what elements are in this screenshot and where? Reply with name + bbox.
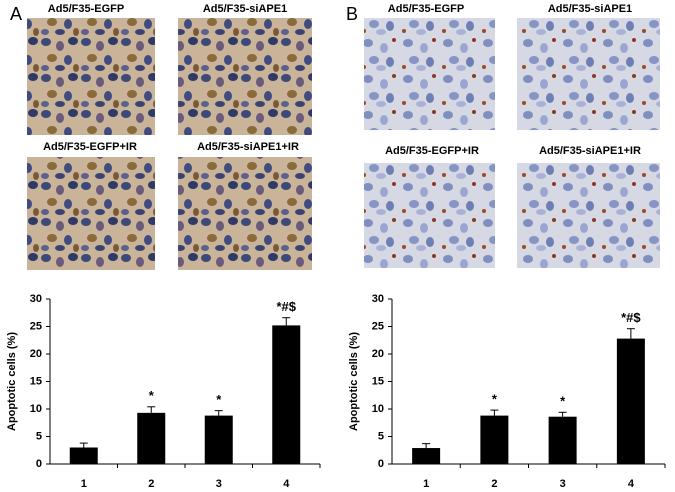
caption: Ad5/F35-EGFP+IR xyxy=(43,141,137,153)
bar xyxy=(272,325,301,464)
panel-label: A xyxy=(10,4,22,24)
x-tick-label: 4 xyxy=(628,478,635,490)
y-tick-label: 15 xyxy=(372,375,384,387)
y-axis-label: Apoptotic cells (%) xyxy=(6,332,18,431)
micrograph xyxy=(178,157,312,270)
caption: Ad5/F35-siAPE1+IR xyxy=(539,145,641,157)
caption: Ad5/F35-siAPE1 xyxy=(548,3,632,15)
y-tick-label: 5 xyxy=(36,430,42,442)
bar xyxy=(69,447,98,464)
x-tick-label: 2 xyxy=(148,478,154,490)
annotation: * xyxy=(149,388,155,403)
annotation: * xyxy=(216,392,222,407)
bar xyxy=(480,415,509,464)
micrograph xyxy=(517,163,660,268)
x-tick-label: 4 xyxy=(283,478,290,490)
caption: Ad5/F35-EGFP+IR xyxy=(385,145,479,157)
y-tick-label: 0 xyxy=(36,458,42,470)
y-axis-label: Apoptotic cells (%) xyxy=(348,332,360,431)
y-tick-label: 20 xyxy=(30,348,42,360)
bar xyxy=(137,412,166,464)
micrograph xyxy=(364,18,495,130)
x-tick-label: 1 xyxy=(81,478,87,490)
bar xyxy=(204,415,233,464)
y-tick-label: 10 xyxy=(30,403,42,415)
panel-label: B xyxy=(346,4,358,24)
x-tick-label: 3 xyxy=(216,478,222,490)
annotation: *#$ xyxy=(276,299,296,314)
x-tick-label: 1 xyxy=(423,478,429,490)
y-tick-label: 30 xyxy=(372,293,384,305)
y-tick-label: 30 xyxy=(30,293,42,305)
caption: Ad5/F35-EGFP xyxy=(388,3,464,15)
micrograph xyxy=(27,157,155,270)
bar xyxy=(616,338,645,464)
annotation: * xyxy=(492,392,498,407)
annotation: * xyxy=(560,394,566,409)
micrograph xyxy=(364,163,495,268)
bar xyxy=(548,416,577,464)
micrograph xyxy=(27,18,155,135)
micrograph xyxy=(517,18,660,130)
caption: Ad5/F35-EGFP xyxy=(48,3,124,15)
x-tick-label: 2 xyxy=(491,478,497,490)
y-tick-label: 25 xyxy=(30,320,42,332)
micrograph xyxy=(178,18,312,135)
bar xyxy=(412,448,441,464)
y-tick-label: 25 xyxy=(372,320,384,332)
y-tick-label: 20 xyxy=(372,348,384,360)
x-tick-label: 3 xyxy=(560,478,566,490)
y-tick-label: 10 xyxy=(372,403,384,415)
y-tick-label: 5 xyxy=(378,430,384,442)
caption: Ad5/F35-siAPE1+IR xyxy=(197,141,299,153)
y-tick-label: 15 xyxy=(30,375,42,387)
annotation: *#$ xyxy=(621,310,641,325)
y-tick-label: 0 xyxy=(378,458,384,470)
caption: Ad5/F35-siAPE1 xyxy=(203,3,287,15)
